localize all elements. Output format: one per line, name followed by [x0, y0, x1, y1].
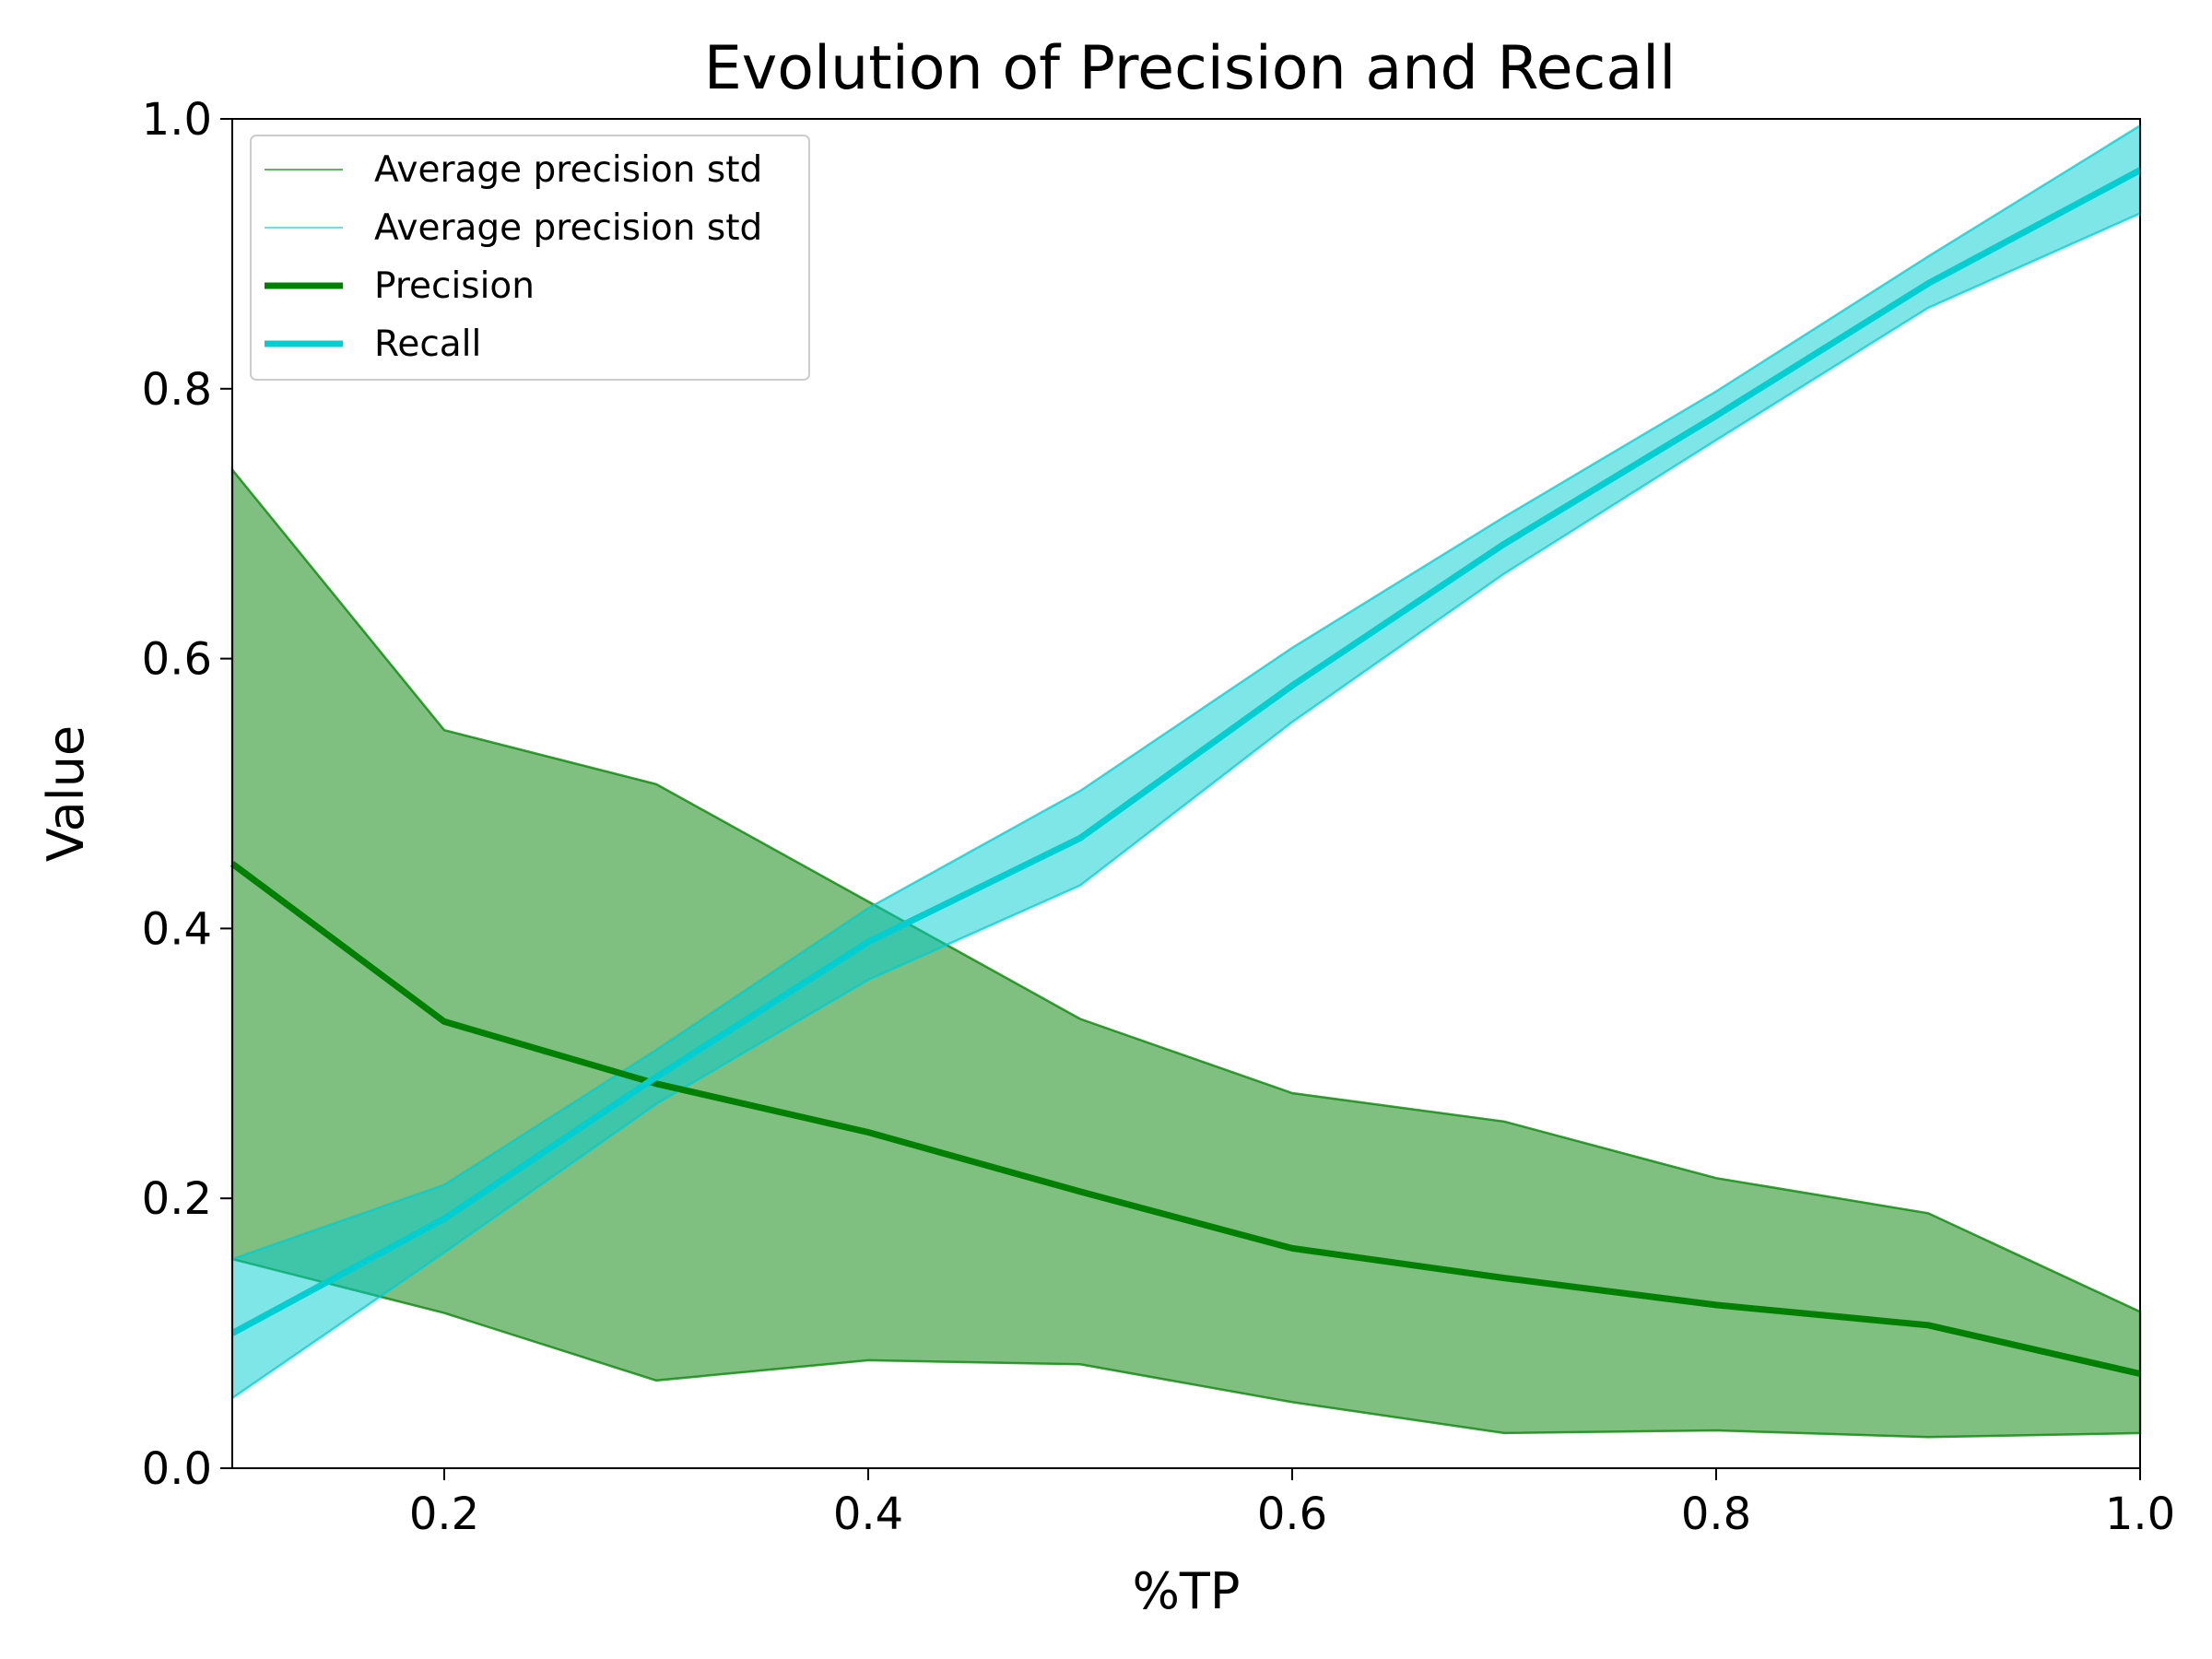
y-tick-label: 0.2 [142, 1173, 212, 1225]
legend-label-4: Recall [374, 324, 481, 365]
y-axis-title: Value [37, 725, 95, 862]
x-tick-label: 1.0 [2105, 1488, 2175, 1540]
chart-title: Evolution of Precision and Recall [704, 34, 1677, 103]
y-tick-label: 1.0 [142, 94, 212, 146]
x-axis-title: %TP [1133, 1562, 1241, 1620]
x-tick-label: 0.2 [409, 1488, 479, 1540]
plot-frame [231, 118, 2141, 1469]
y-tick-label: 0.0 [142, 1443, 212, 1495]
std-band-1 [230, 466, 2142, 1439]
x-axis: 0.2 0.4 0.6 0.8 1.0 [409, 1468, 2175, 1540]
legend-label-2: Average precision std [374, 207, 762, 249]
recall-line [230, 167, 2142, 1336]
legend: Average precision std Average precision s… [250, 135, 810, 381]
y-tick-label: 0.8 [142, 364, 212, 416]
x-tick-label: 0.6 [1257, 1488, 1327, 1540]
y-tick-label: 0.6 [142, 634, 212, 686]
y-axis: 0.0 0.2 0.4 0.6 0.8 1.0 [142, 94, 232, 1495]
x-tick-label: 0.8 [1681, 1488, 1751, 1540]
precision-line [229, 861, 2141, 1377]
legend-label-3: Precision [374, 265, 535, 307]
x-tick-label: 0.4 [833, 1488, 903, 1540]
legend-label-1: Average precision std [374, 149, 762, 191]
y-tick-label: 0.4 [142, 903, 212, 955]
legend-box [250, 135, 810, 381]
series-lines [229, 167, 2142, 1377]
